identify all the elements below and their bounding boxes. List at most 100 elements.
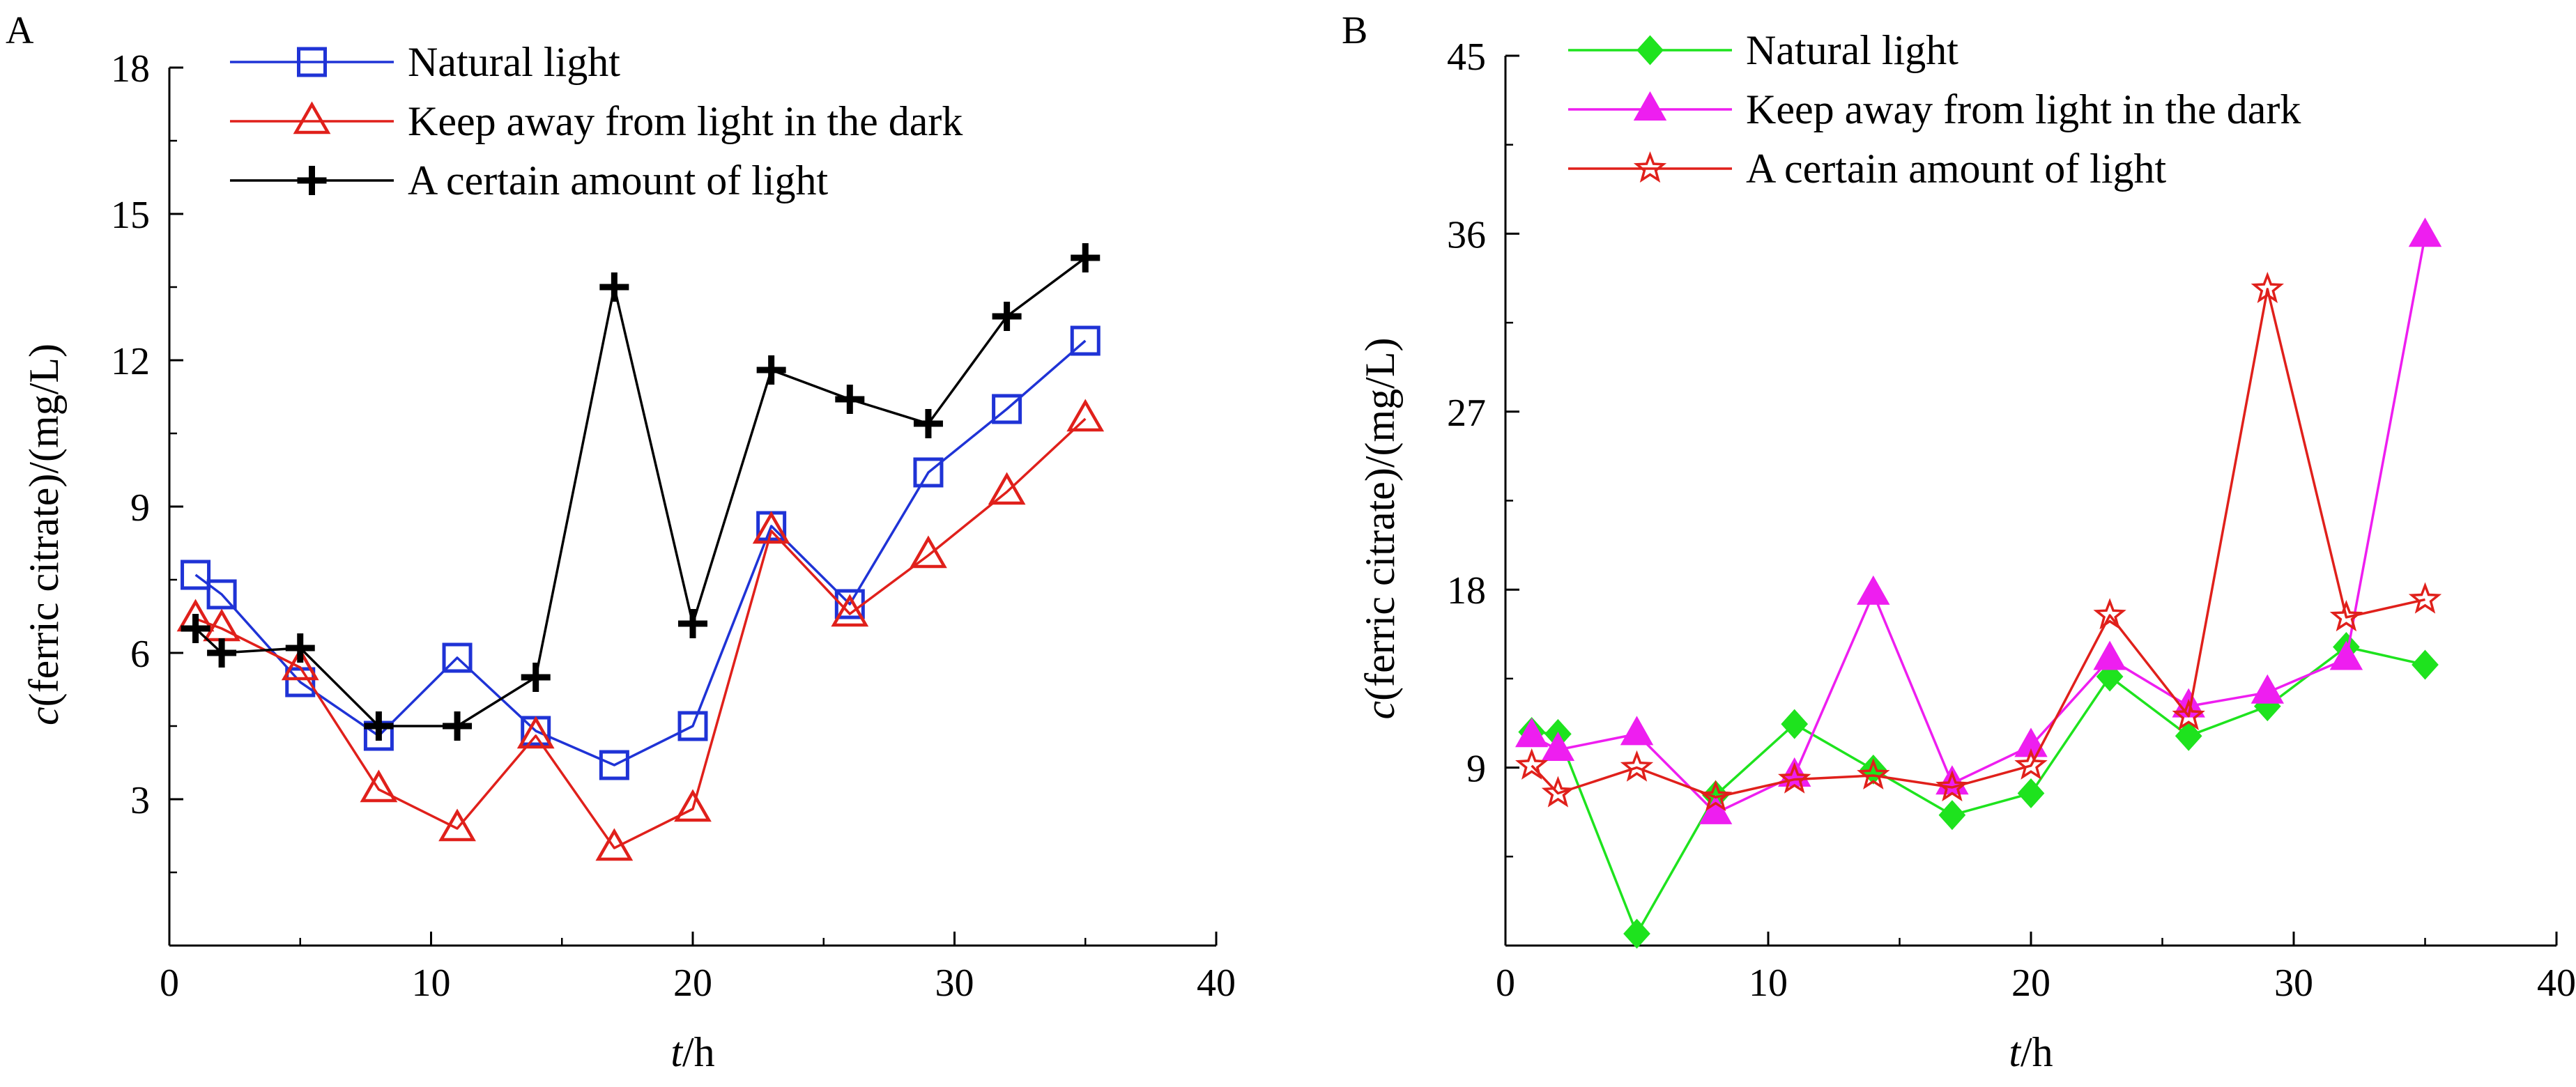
data-point	[1071, 243, 1101, 272]
data-point	[1935, 770, 1969, 802]
data-point	[756, 355, 786, 385]
data-point	[206, 579, 237, 610]
data-point	[992, 394, 1022, 424]
series-line	[194, 256, 1087, 727]
data-point	[910, 535, 947, 569]
panel-label: B	[1342, 9, 1367, 52]
panel-b: B 0 10 20 30 40 9 18 27 36 45 t/h c(ferric citrate)/…	[1342, 9, 2576, 1075]
series-line	[1531, 645, 2425, 935]
legend-marker	[1636, 35, 1664, 65]
data-point	[181, 560, 211, 590]
data-point	[831, 594, 869, 627]
data-point	[1699, 780, 1733, 812]
legend-item: Keep away from light in the dark	[230, 98, 963, 144]
legend-marker	[297, 166, 327, 195]
data-point	[599, 750, 629, 780]
data-point	[443, 711, 473, 741]
data-point	[1541, 776, 1575, 808]
series-line	[1531, 235, 2427, 815]
y-tick-label: 18	[111, 47, 150, 91]
data-point	[1781, 709, 1809, 739]
x-tick-label: 30	[935, 962, 974, 1005]
data-point	[281, 647, 319, 681]
x-tick-label: 10	[1749, 962, 1788, 1005]
y-tick-label: 6	[130, 633, 150, 676]
data-point	[1938, 800, 1966, 831]
data-point	[1857, 758, 1890, 790]
data-point	[2408, 217, 2442, 247]
legend-item: Keep away from light in the dark	[1568, 86, 2301, 132]
data-point	[516, 716, 555, 749]
panel-label: A	[6, 9, 34, 52]
y-axis-title: c(ferric citrate)/(mg/L)	[21, 344, 67, 725]
y-tick-label: 9	[1466, 748, 1486, 791]
legend-label: Keep away from light in the dark	[1746, 86, 2301, 132]
series-3	[181, 243, 1101, 741]
legend-item: Natural light	[230, 39, 620, 85]
legend-item: Natural light	[1568, 27, 1958, 73]
data-point	[2408, 582, 2442, 614]
series-line	[1531, 288, 2425, 799]
data-point	[2329, 640, 2363, 670]
data-point	[1620, 716, 1654, 746]
x-tick-label: 40	[1197, 962, 1236, 1005]
legend-marker	[1633, 91, 1667, 121]
legend-marker	[1633, 151, 1667, 183]
x-tick-label: 40	[2537, 962, 2576, 1005]
data-point	[595, 828, 634, 861]
y-tick-label: 12	[111, 340, 150, 383]
y-tick-label: 45	[1447, 36, 1486, 79]
data-point	[1857, 575, 1890, 605]
x-tick-label: 30	[2274, 962, 2313, 1005]
data-point	[438, 808, 476, 842]
data-point	[992, 302, 1022, 331]
data-point	[835, 385, 865, 414]
data-point	[1515, 718, 1549, 748]
legend-label: Keep away from light in the dark	[408, 98, 963, 144]
data-point	[1620, 750, 1654, 782]
data-point	[207, 638, 237, 668]
data-point	[521, 663, 551, 692]
legend: Natural light Keep away from light in the…	[1568, 27, 2301, 192]
data-point	[752, 511, 790, 544]
data-point	[2093, 598, 2126, 630]
data-point	[674, 789, 712, 822]
legend-label: A certain amount of light	[408, 157, 829, 203]
data-point	[1066, 399, 1105, 432]
data-point	[913, 457, 944, 488]
legend-label: Natural light	[408, 39, 620, 85]
data-point	[2093, 640, 2126, 670]
legend-item: A certain amount of light	[230, 157, 829, 203]
data-point	[913, 409, 943, 438]
data-point	[2017, 778, 2045, 808]
series-3	[1515, 271, 2442, 812]
data-point	[988, 472, 1026, 505]
data-point	[677, 711, 708, 741]
x-tick-label: 20	[2011, 962, 2050, 1005]
legend-marker	[293, 101, 331, 134]
y-tick-label: 9	[130, 486, 150, 530]
data-point	[2251, 271, 2284, 303]
x-tick-label: 10	[412, 962, 451, 1005]
data-point	[360, 769, 398, 803]
legend-label: Natural light	[1746, 27, 1958, 73]
data-point	[2329, 599, 2363, 632]
data-point	[285, 633, 315, 663]
data-point	[1070, 325, 1101, 356]
series-line	[194, 417, 1087, 849]
data-point	[1778, 762, 1811, 794]
series-1	[1518, 632, 2439, 949]
data-point	[2175, 720, 2202, 751]
x-tick-label: 0	[160, 962, 179, 1005]
data-point	[2172, 698, 2205, 730]
x-axis-title: t/h	[2009, 1029, 2053, 1075]
legend: Natural light Keep away from light in the…	[230, 39, 963, 203]
y-tick-label: 15	[111, 194, 150, 237]
x-tick-label: 0	[1496, 962, 1515, 1005]
x-tick-label: 20	[673, 962, 712, 1005]
data-point	[2251, 674, 2285, 704]
legend-item: A certain amount of light	[1568, 146, 2167, 192]
panel-a: A 0 10 20 30 40 3 6 9 12 15 18 t/h c(ferric citrate)/…	[6, 9, 1236, 1075]
